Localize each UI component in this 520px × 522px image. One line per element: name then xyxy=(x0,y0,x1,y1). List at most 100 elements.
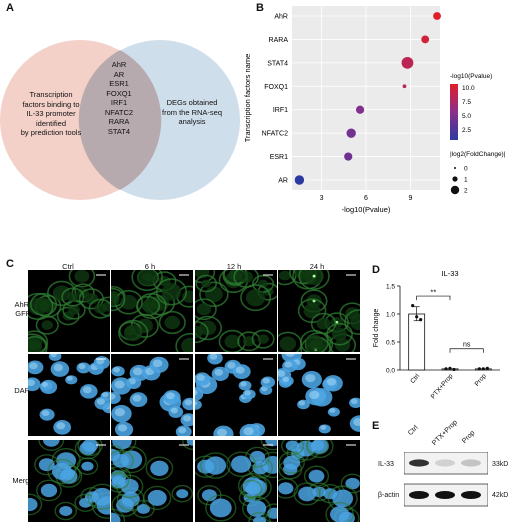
bar-point xyxy=(419,318,423,322)
gfp-cell-body xyxy=(182,290,193,303)
legend-size-tick: 2 xyxy=(464,188,468,195)
gfp-cell-body xyxy=(316,317,331,330)
merge-cytoplasm xyxy=(87,483,110,510)
merge-nucleus xyxy=(345,477,360,490)
merge-nucleus xyxy=(112,475,125,486)
merge-nucleus xyxy=(209,498,232,518)
merge-nucleus xyxy=(82,440,99,452)
gfp-cell-body xyxy=(303,303,321,319)
dotplot-ylabel: Transcription factors name xyxy=(243,54,252,143)
dotplot-ytick-label: AR xyxy=(278,178,288,185)
barchart-ytick-label: 1.5 xyxy=(386,284,395,291)
merge-nucleus xyxy=(176,489,189,499)
dapi-highlight xyxy=(284,361,293,368)
dotplot-point xyxy=(421,35,430,44)
gfp-cell-body xyxy=(257,334,269,344)
merge-nucleus xyxy=(120,478,139,494)
gfp-cell-body xyxy=(196,303,212,316)
panel-label-a: A xyxy=(6,2,14,14)
dotplot-xtick-label: 6 xyxy=(364,195,368,202)
dapi-highlight xyxy=(209,354,218,360)
dapi-highlight xyxy=(278,370,286,377)
panel-label-d: D xyxy=(372,264,380,276)
gfp-cell-body xyxy=(195,270,210,279)
dapi-highlight xyxy=(113,367,120,373)
dapi-highlight xyxy=(353,418,360,426)
merge-cytoplasm xyxy=(36,479,62,502)
merge-cytoplasm xyxy=(111,471,130,490)
dapi-highlight xyxy=(41,382,48,387)
dotplot-point xyxy=(355,105,365,114)
gfp-cell-body xyxy=(181,337,193,352)
merge-nucleus xyxy=(330,506,350,522)
barchart-title: IL-33 xyxy=(441,269,458,278)
gfp-cell-body xyxy=(279,336,297,352)
dapi-highlight xyxy=(329,408,336,413)
bar-point xyxy=(485,366,489,370)
dotplot-ytick-label: AhR xyxy=(274,14,288,21)
dapi-highlight xyxy=(214,368,224,376)
merge-cytoplasm xyxy=(340,473,360,494)
gfp-cell-body xyxy=(245,289,266,307)
dapi-highlight xyxy=(41,410,50,417)
barchart-ytick-label: 0.0 xyxy=(386,368,395,375)
merge-nucleus xyxy=(91,487,110,506)
merge-nucleus xyxy=(332,489,354,508)
merge-nucleus xyxy=(204,456,227,475)
gfp-cell xyxy=(344,309,360,336)
gfp-cell xyxy=(251,329,275,349)
dapi-highlight xyxy=(326,377,337,386)
legend-size-dot xyxy=(454,167,456,169)
gfp-cell-body xyxy=(278,270,291,281)
gfp-cell xyxy=(28,333,48,352)
sig-label: ns xyxy=(463,342,471,349)
microscopy-image xyxy=(195,440,277,522)
bar xyxy=(408,313,426,371)
microscopy-image xyxy=(28,440,110,522)
merge-cytoplasm xyxy=(143,485,172,511)
gfp-cell xyxy=(78,288,104,310)
dotplot-xtick-label: 3 xyxy=(320,195,324,202)
merge-nucleus xyxy=(308,469,325,483)
merge-cytoplasm xyxy=(76,457,99,476)
legend-color-tick: 7.5 xyxy=(462,99,471,106)
merge-nucleus xyxy=(28,497,38,512)
barchart-xtick-label: Prop xyxy=(474,372,488,387)
gfp-cell xyxy=(28,335,47,352)
legend-color-title: -log10(Pvalue) xyxy=(450,73,492,80)
dapi-highlight xyxy=(82,386,92,394)
gfp-cell-body xyxy=(123,324,143,342)
merge-nucleus xyxy=(298,486,316,502)
bar-point xyxy=(452,367,456,372)
gfp-cell xyxy=(111,287,126,312)
gfp-cell xyxy=(56,306,80,326)
gfp-cell xyxy=(195,298,217,321)
microscopy-image xyxy=(195,354,277,436)
gfp-cell-body xyxy=(28,340,41,352)
legend-color-tick: 5.0 xyxy=(462,113,471,120)
micro-col-12h: 12 h xyxy=(226,262,242,271)
gfp-cell xyxy=(158,310,186,335)
blot-col-ptx-prop: PTX+Prop xyxy=(431,419,459,447)
gfp-cell xyxy=(199,281,229,308)
micro-row-merge: Merge xyxy=(12,476,34,485)
dotplot-point xyxy=(433,12,441,20)
dotplot-ytick-label: FOXQ1 xyxy=(264,84,288,91)
microscopy-image xyxy=(278,354,360,436)
sig-label: ** xyxy=(430,288,436,297)
dapi-highlight xyxy=(195,389,198,396)
gfp-cell-body xyxy=(164,315,181,330)
dapi-highlight xyxy=(243,427,254,436)
barchart-xtick-label: Ctrl xyxy=(409,372,421,385)
merge-cytoplasm xyxy=(182,440,193,450)
dapi-highlight xyxy=(166,392,175,400)
dapi-highlight xyxy=(320,424,327,430)
gfp-cell xyxy=(195,315,222,341)
gfp-cell xyxy=(252,274,275,293)
dapi-highlight xyxy=(350,398,358,405)
dotplot-xtick-label: 9 xyxy=(408,195,412,202)
merge-cytoplasm xyxy=(115,474,144,499)
dotplot-ytick-label: IRF1 xyxy=(273,107,288,114)
blot-row-il33: IL-33 xyxy=(378,461,394,468)
merge-cytoplasm xyxy=(226,451,256,477)
